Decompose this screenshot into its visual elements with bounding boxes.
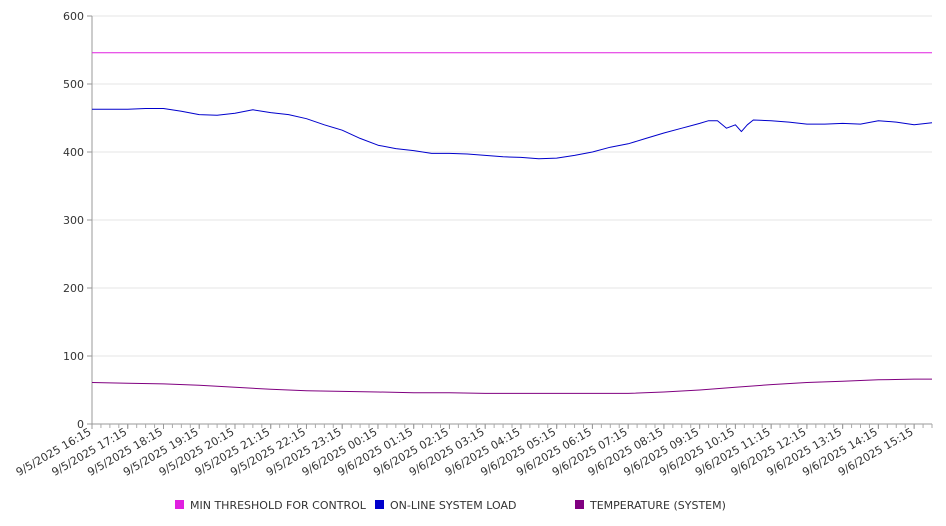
y-tick-label: 100: [63, 350, 84, 363]
grid: [92, 15, 932, 357]
y-tick-label: 300: [63, 214, 84, 227]
series-line-temperature-system: [91, 378, 932, 394]
legend-label: TEMPERATURE (SYSTEM): [589, 499, 726, 512]
series: [91, 52, 933, 394]
legend-swatch: [375, 500, 384, 509]
legend: MIN THRESHOLD FOR CONTROL ON-LINE SYSTEM …: [175, 499, 726, 512]
y-tick-label: 400: [63, 146, 84, 159]
series-line-on-line-system-load: [92, 108, 933, 160]
y-tick-label: 200: [63, 282, 84, 295]
legend-label: ON-LINE SYSTEM LOAD: [390, 499, 516, 512]
y-tick-label: 500: [63, 78, 84, 91]
legend-swatch: [175, 500, 184, 509]
legend-label: MIN THRESHOLD FOR CONTROL: [190, 499, 367, 512]
y-tick-label: 600: [63, 10, 84, 23]
y-tick-label: 0: [77, 418, 84, 431]
legend-swatch: [575, 500, 584, 509]
